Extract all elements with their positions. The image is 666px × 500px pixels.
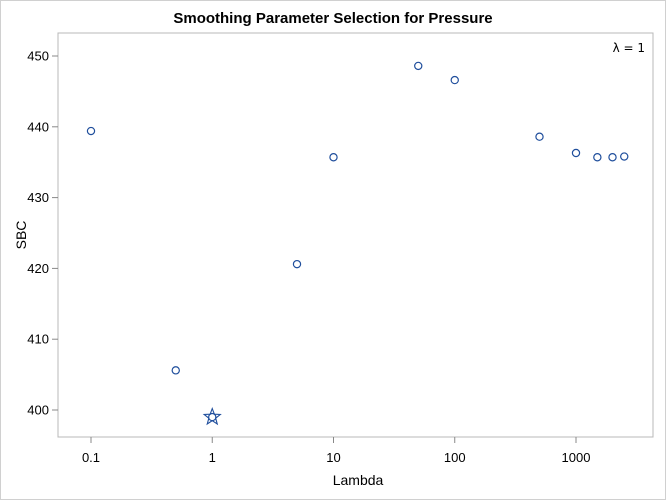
data-point-circle-icon bbox=[571, 148, 581, 158]
y-tick-label: 430 bbox=[27, 190, 49, 205]
data-point-circle-icon bbox=[292, 259, 302, 269]
x-tick-label: 1000 bbox=[562, 450, 591, 465]
y-axis: 400 410 420 430 440 450 bbox=[27, 49, 58, 418]
lambda-annotation: λ = 1 bbox=[613, 41, 645, 55]
y-tick-label: 400 bbox=[27, 403, 49, 418]
x-axis-label: Lambda bbox=[333, 472, 384, 488]
x-tick-label: 10 bbox=[326, 450, 340, 465]
data-point-circle-icon bbox=[414, 61, 423, 71]
x-tick-label: 1 bbox=[209, 450, 216, 465]
y-tick-label: 440 bbox=[27, 119, 49, 134]
data-point-circle-icon bbox=[620, 152, 629, 161]
x-tick-label: 100 bbox=[444, 450, 466, 465]
plot-area bbox=[57, 32, 654, 438]
y-tick-label: 450 bbox=[27, 49, 49, 64]
y-tick-label: 410 bbox=[27, 332, 49, 347]
data-point-circle-icon bbox=[593, 153, 602, 162]
data-point-circle-icon bbox=[171, 366, 180, 375]
x-axis: 0.1 1 10 100 1000 bbox=[82, 437, 591, 465]
x-tick-label: 0.1 bbox=[82, 450, 100, 465]
y-axis-label: SBC bbox=[13, 221, 29, 250]
data-point-circle-icon bbox=[86, 126, 96, 136]
data-point-circle-icon bbox=[450, 75, 459, 85]
data-points bbox=[86, 61, 629, 426]
data-point-circle-icon bbox=[535, 132, 544, 141]
data-point-circle-icon bbox=[608, 153, 617, 162]
chart-title: Smoothing Parameter Selection for Pressu… bbox=[173, 10, 493, 27]
selected-star-icon bbox=[202, 407, 222, 426]
data-point-circle-icon bbox=[329, 153, 338, 162]
y-tick-label: 420 bbox=[27, 261, 49, 276]
